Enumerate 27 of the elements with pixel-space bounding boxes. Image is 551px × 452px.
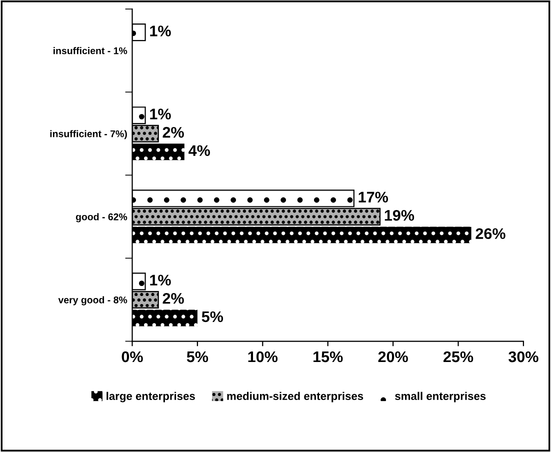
x-tick-label: 15% [314,351,343,362]
bar [132,310,198,326]
data-label: 17% [358,192,388,202]
x-tick-label: 20% [378,351,408,362]
data-label: 1% [150,26,171,36]
data-label: 2% [162,293,184,304]
legend-label: large enterprises [106,392,195,402]
y-tick-label: very good - 8% [58,296,128,306]
y-tick-label: insufficient - 1% [54,47,128,54]
x-tick-label: 10% [248,351,278,362]
x-tick-label: 5% [186,351,208,362]
bar [132,226,472,244]
data-label: 26% [476,228,506,240]
y-tick-label: insufficient - 7%) [50,130,127,140]
x-tick-label: 30% [508,351,538,362]
data-label: 19% [384,210,414,221]
data-label: 1% [150,108,171,120]
legend-label: medium-sized enterprises [227,392,364,402]
bar [132,144,184,160]
x-tick-label: 25% [443,351,474,362]
data-label: 4% [188,145,210,156]
x-tick-label: 0% [122,351,143,362]
legend-label: small enterprises [395,392,486,402]
y-tick-label: good - 62% [76,213,128,222]
data-label: 2% [162,126,184,138]
data-label: 1% [150,274,171,286]
data-label: 5% [202,311,224,322]
